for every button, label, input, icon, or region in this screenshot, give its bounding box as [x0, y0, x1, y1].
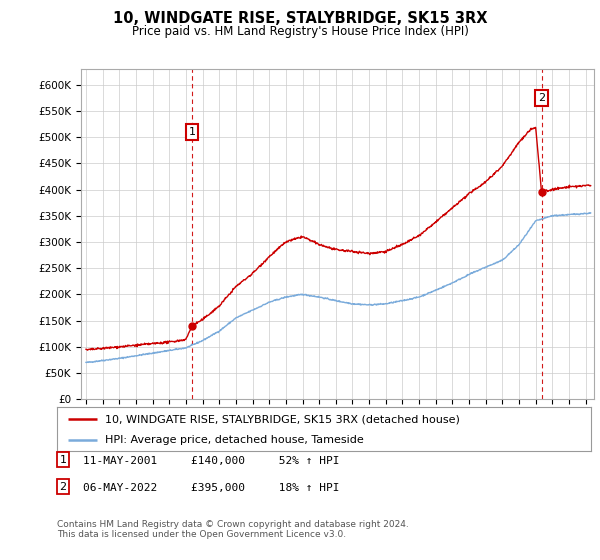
Text: 1: 1 — [59, 455, 67, 465]
Text: 1: 1 — [188, 127, 196, 137]
Text: 11-MAY-2001     £140,000     52% ↑ HPI: 11-MAY-2001 £140,000 52% ↑ HPI — [83, 456, 340, 466]
Text: 10, WINDGATE RISE, STALYBRIDGE, SK15 3RX (detached house): 10, WINDGATE RISE, STALYBRIDGE, SK15 3RX… — [105, 414, 460, 424]
Text: 2: 2 — [59, 482, 67, 492]
Text: HPI: Average price, detached house, Tameside: HPI: Average price, detached house, Tame… — [105, 435, 364, 445]
Text: 2: 2 — [538, 93, 545, 102]
Text: 10, WINDGATE RISE, STALYBRIDGE, SK15 3RX: 10, WINDGATE RISE, STALYBRIDGE, SK15 3RX — [113, 11, 487, 26]
Text: 06-MAY-2022     £395,000     18% ↑ HPI: 06-MAY-2022 £395,000 18% ↑ HPI — [83, 483, 340, 493]
Text: Price paid vs. HM Land Registry's House Price Index (HPI): Price paid vs. HM Land Registry's House … — [131, 25, 469, 38]
Text: Contains HM Land Registry data © Crown copyright and database right 2024.
This d: Contains HM Land Registry data © Crown c… — [57, 520, 409, 539]
